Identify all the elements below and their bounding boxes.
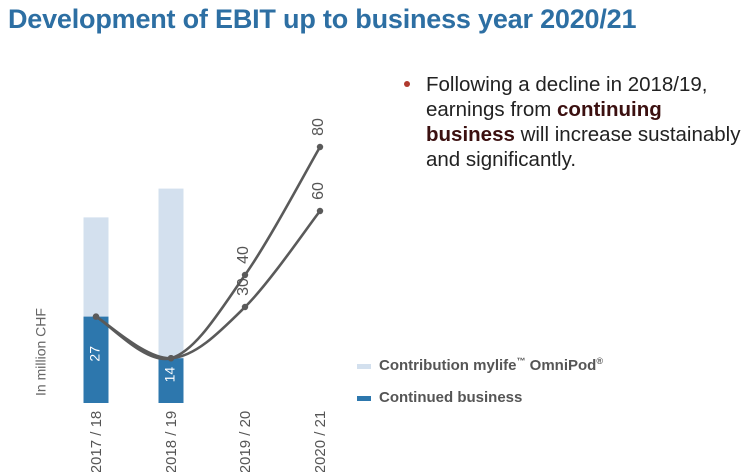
line-point bbox=[316, 207, 324, 215]
legend-label-continued: Continued business bbox=[379, 389, 523, 406]
line-point bbox=[92, 313, 100, 320]
legend-swatch-omnipod bbox=[357, 363, 371, 369]
bar-continued bbox=[158, 358, 184, 403]
legend-tm: ™ bbox=[516, 356, 526, 366]
legend-item-continued: Continued business bbox=[357, 389, 522, 406]
line-point bbox=[241, 271, 249, 279]
bullet-dot-icon bbox=[404, 81, 410, 87]
bar-continued bbox=[83, 316, 109, 403]
line-point bbox=[316, 143, 324, 151]
x-tick-label: 2018 / 19 bbox=[163, 411, 180, 472]
legend-reg: ® bbox=[596, 356, 603, 366]
bar-value-label: 27 bbox=[87, 346, 103, 362]
bar-omnipod bbox=[83, 217, 109, 317]
legend-label-omnipod-rest: OmniPod bbox=[525, 357, 597, 374]
legend-item-omnipod: Contribution mylife™ OmniPod® bbox=[357, 356, 603, 374]
forecast-line bbox=[95, 146, 322, 361]
bullet-prefix: Following a decline in 2018/19, earnings… bbox=[426, 73, 708, 121]
legend-label-omnipod: Contribution mylife bbox=[379, 357, 517, 374]
line-point bbox=[241, 303, 249, 311]
legend-swatch-continued bbox=[357, 395, 371, 401]
bar-value-label: 14 bbox=[162, 367, 178, 383]
line-value-label: 80 bbox=[310, 118, 327, 136]
line-value-label: 60 bbox=[310, 182, 327, 200]
y-axis-label: In million CHF bbox=[33, 308, 49, 396]
x-tick-label: 2017 / 18 bbox=[88, 411, 105, 472]
x-tick-label: 2020 / 21 bbox=[312, 411, 329, 472]
bullet-suffix: will increase sustainably and significan… bbox=[426, 123, 741, 171]
page-title: Development of EBIT up to business year … bbox=[8, 4, 637, 34]
bar-omnipod bbox=[158, 188, 184, 359]
line-point bbox=[167, 355, 175, 362]
line-value-label: 30 bbox=[235, 278, 252, 296]
x-tick-label: 2019 / 20 bbox=[237, 411, 254, 472]
forecast-line bbox=[95, 210, 322, 360]
line-value-label: 40 bbox=[235, 246, 252, 264]
bullet-text: Following a decline in 2018/19, earnings… bbox=[426, 72, 744, 172]
bullet-bold: continuing business bbox=[426, 98, 662, 146]
bullet-note: Following a decline in 2018/19, earnings… bbox=[404, 72, 744, 172]
